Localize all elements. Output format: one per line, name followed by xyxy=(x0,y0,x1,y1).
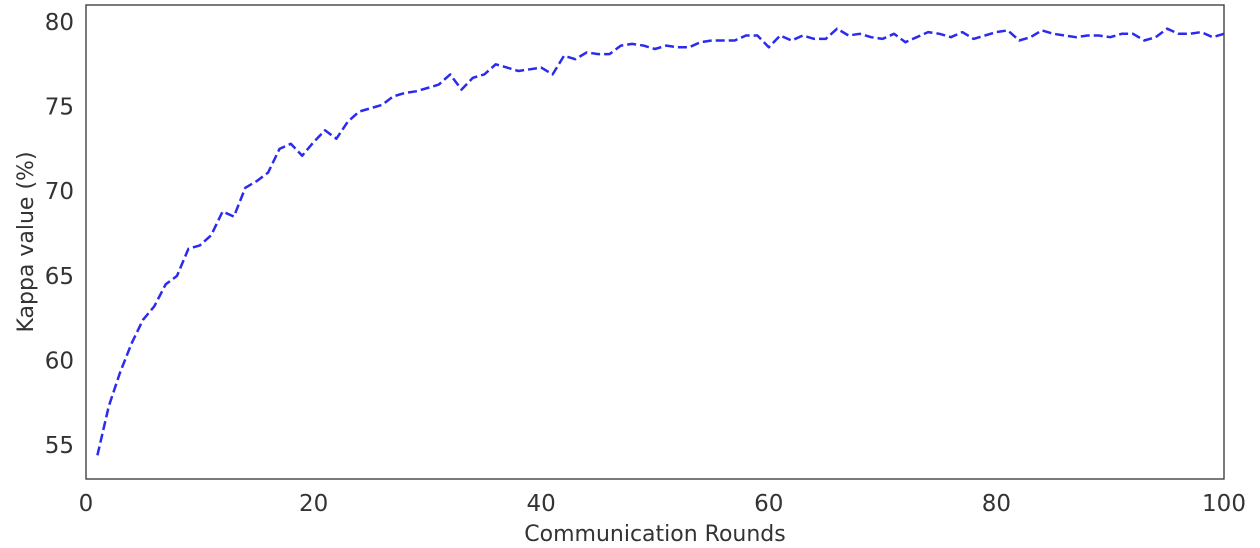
plot-area xyxy=(85,4,1225,480)
x-tick-label: 0 xyxy=(79,491,94,517)
x-tick-label: 100 xyxy=(1202,491,1246,517)
series-line-1 xyxy=(96,27,1225,456)
y-axis-label: Kappa value (%) xyxy=(14,151,39,332)
y-tick-label: 65 xyxy=(45,264,74,290)
x-tick-label: 20 xyxy=(299,491,328,517)
x-axis-label: Communication Rounds xyxy=(524,522,785,547)
plot-frame xyxy=(85,4,1225,480)
y-tick-label: 60 xyxy=(45,349,74,375)
tick-labels: 0 20 40 60 80 100 55 60 65 70 75 80 xyxy=(45,10,1246,517)
y-tick-label: 80 xyxy=(45,10,74,36)
x-tick-label: 80 xyxy=(982,491,1011,517)
y-tick-label: 70 xyxy=(45,179,74,205)
y-tick-label: 75 xyxy=(45,95,74,121)
x-tick-label: 40 xyxy=(527,491,556,517)
x-tick-label: 60 xyxy=(754,491,783,517)
y-tick-label: 55 xyxy=(45,433,74,459)
